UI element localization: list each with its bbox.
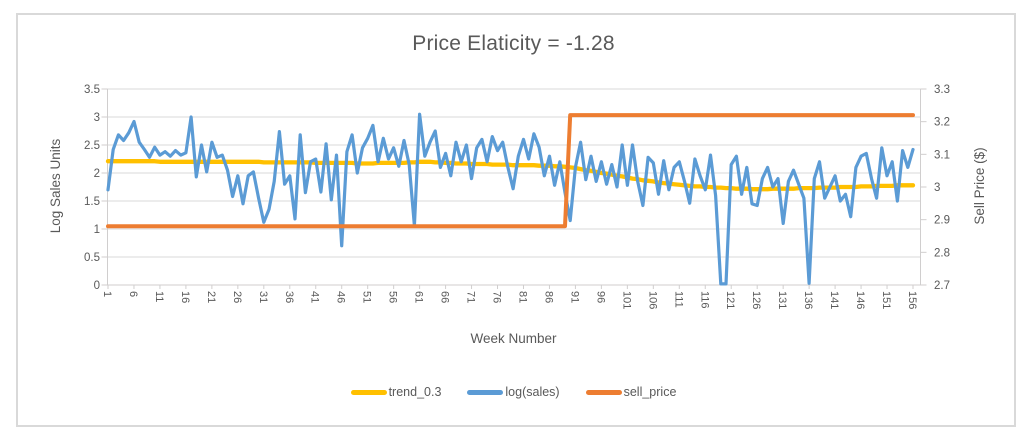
series — [105, 112, 916, 286]
x-tick-label: 6 — [127, 291, 139, 297]
x-tick-label: 71 — [465, 291, 477, 303]
right-tick-labels: 3.3 3.2 3.1 3 2.9 2.8 2.7 — [934, 84, 950, 292]
x-tick-label: 91 — [568, 291, 580, 303]
left-tick-labels: 3.5 3 2.5 2 1.5 1 0.5 0 — [84, 84, 100, 292]
x-tick-label: 81 — [516, 291, 528, 303]
x-tick-label: 116 — [698, 291, 710, 309]
legend: trend_0.3 log(sales) sell_price — [107, 385, 920, 399]
left-tick-label: 3.5 — [84, 84, 100, 96]
right-tick-label: 3 — [934, 182, 940, 194]
left-tick-label: 0 — [94, 280, 100, 292]
left-tick-label: 1 — [94, 224, 100, 236]
x-tick-label: 136 — [802, 291, 814, 309]
series-line-log(sales) — [106, 112, 915, 286]
legend-swatch-sell_price — [585, 389, 622, 395]
left-tick-label: 3 — [94, 112, 100, 124]
x-tick-label: 1 — [101, 291, 113, 297]
left-tick-label: 1.5 — [84, 196, 100, 208]
x-tick-label: 51 — [361, 291, 373, 303]
legend-swatch-log(sales) — [467, 389, 504, 395]
x-tick-label: 21 — [205, 291, 217, 303]
x-tick-label: 96 — [594, 291, 606, 303]
right-tick-label: 2.9 — [934, 215, 950, 227]
x-tick-label: 31 — [257, 291, 269, 303]
x-tick-label: 126 — [750, 291, 762, 309]
x-tick-label: 146 — [854, 291, 866, 309]
chart-title: Price Elaticity = -1.28 — [412, 32, 615, 55]
left-tick-label: 2 — [94, 168, 100, 180]
right-tick-label: 2.8 — [934, 247, 950, 259]
x-tick-label: 16 — [179, 291, 191, 303]
x-axis-title: Week Number — [470, 331, 557, 346]
x-tick-label: 66 — [439, 291, 451, 303]
x-tick-label: 156 — [906, 291, 918, 309]
x-tick-label: 106 — [646, 291, 658, 309]
x-tick-label: 151 — [880, 291, 892, 309]
x-tick-label: 61 — [413, 291, 425, 303]
legend-label-log(sales): log(sales) — [505, 385, 560, 399]
legend-swatch-trend_0.3 — [350, 389, 387, 395]
legend-item-log(sales): log(sales) — [467, 385, 560, 399]
x-tick-label: 86 — [542, 291, 554, 303]
x-tick-label: 141 — [828, 291, 840, 309]
x-tick-label: 46 — [335, 291, 347, 303]
x-tick-label: 131 — [776, 291, 788, 309]
right-tick-label: 2.7 — [934, 280, 950, 292]
legend-label-trend_0.3: trend_0.3 — [388, 385, 442, 399]
x-tick-label: 121 — [724, 291, 736, 309]
legend-item-sell_price: sell_price — [585, 385, 677, 399]
left-tick-label: 2.5 — [84, 140, 100, 152]
left-tick-label: 0.5 — [84, 252, 100, 264]
x-tick-label: 56 — [387, 291, 399, 303]
x-tick-label: 11 — [153, 291, 165, 302]
x-tick-label: 26 — [231, 291, 243, 303]
x-tick-label: 101 — [620, 291, 632, 309]
legend-label-sell_price: sell_price — [623, 385, 677, 399]
series-line-sell_price — [106, 113, 915, 229]
x-tick-label: 76 — [491, 291, 503, 303]
legend-item-trend_0.3: trend_0.3 — [350, 385, 442, 399]
x-tick-label: 111 — [672, 291, 684, 308]
right-tick-label: 3.3 — [934, 84, 950, 96]
x-tick-label: 36 — [283, 291, 295, 303]
right-tick-label: 3.1 — [934, 149, 950, 161]
axis-ticks — [101, 88, 927, 289]
x-tick-labels: 1 6 11 16 21 26 31 36 41 46 51 56 61 66 71 76 81 86 91 96 10… — [101, 291, 918, 309]
chart-frame — [16, 13, 1016, 427]
x-tick-label: 41 — [309, 291, 321, 303]
right-tick-label: 3.2 — [934, 117, 950, 129]
